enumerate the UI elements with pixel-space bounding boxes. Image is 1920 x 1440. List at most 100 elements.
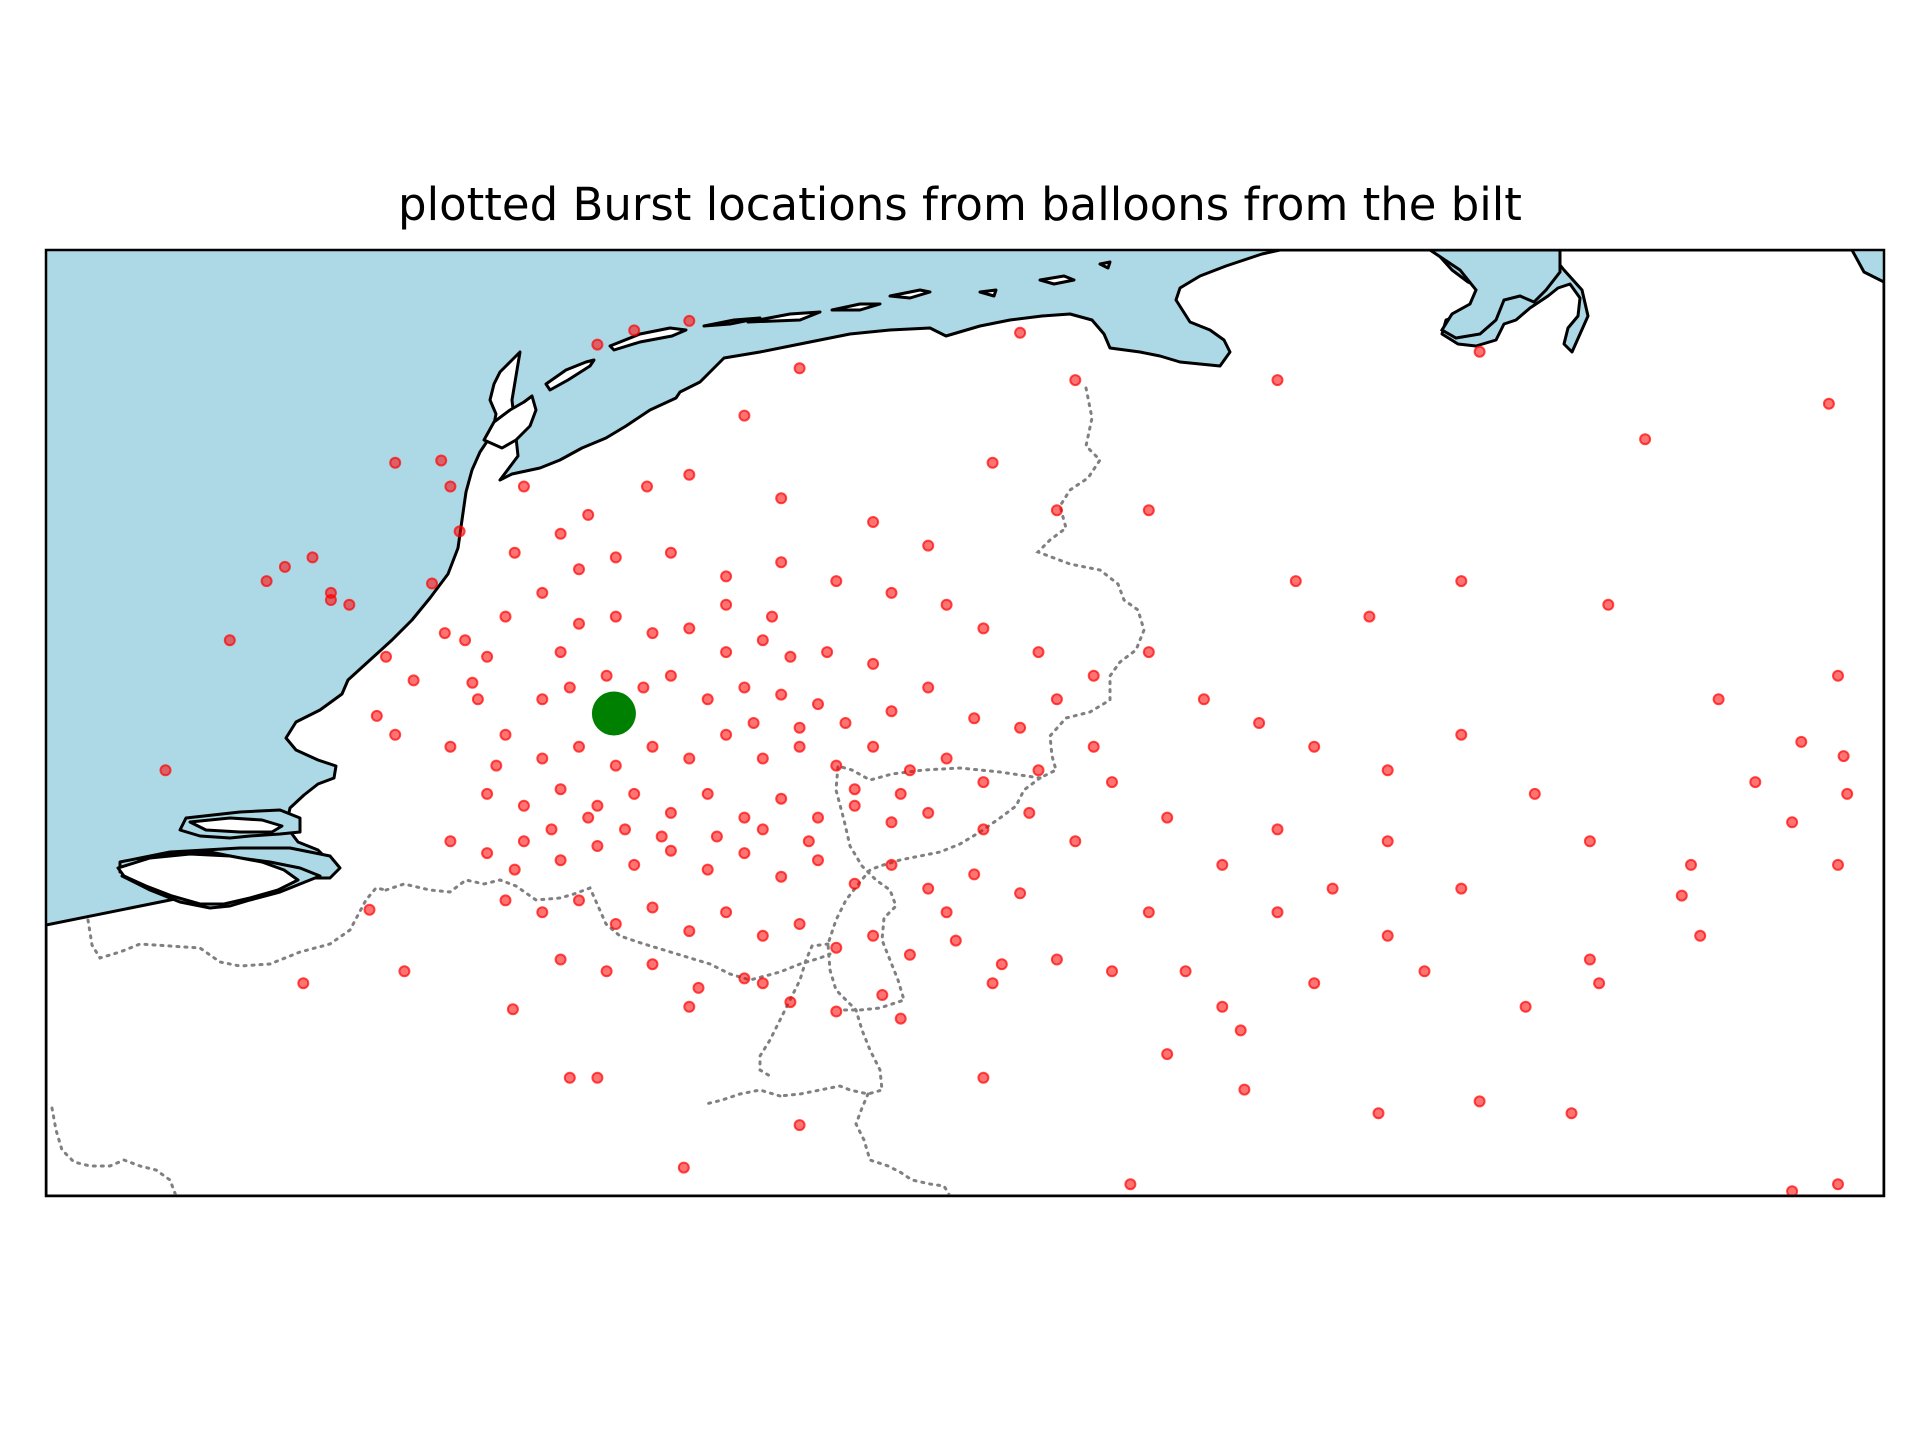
map-title: plotted Burst locations from balloons fr… [398, 178, 1522, 231]
burst-point [1363, 610, 1376, 623]
burst-point [1583, 835, 1596, 848]
burst-point [766, 610, 778, 623]
burst-point [683, 314, 696, 327]
burst-point [894, 1012, 907, 1025]
burst-point [459, 634, 472, 647]
burst-point [1216, 858, 1229, 871]
burst-point [968, 868, 981, 881]
burst-point [466, 676, 479, 689]
burst-point [830, 941, 843, 954]
burst-point [1519, 1000, 1532, 1013]
burst-point [389, 456, 402, 469]
burst-point [664, 844, 677, 857]
burst-point [738, 811, 751, 824]
burst-point [1234, 1024, 1247, 1037]
burst-point [517, 835, 530, 848]
burst-point [756, 634, 769, 647]
burst-point [481, 787, 494, 800]
burst-point [885, 858, 898, 871]
burst-point [922, 681, 935, 694]
burst-point [775, 792, 788, 805]
burst-point [940, 906, 953, 919]
burst-point [1087, 669, 1100, 682]
burst-point [609, 610, 622, 623]
burst-point [830, 575, 843, 588]
burst-point [802, 835, 815, 848]
burst-point [1583, 953, 1596, 966]
burst-point [223, 634, 236, 647]
burst-point [720, 646, 733, 659]
burst-point [922, 806, 935, 819]
burst-point [683, 925, 696, 938]
national-borders [50, 386, 1146, 1196]
burst-point [1271, 823, 1284, 836]
burst-point [738, 972, 751, 985]
burst-point [1308, 977, 1321, 990]
burst-point [977, 1071, 990, 1084]
burst-point [1289, 575, 1302, 588]
burst-point [1694, 929, 1707, 942]
burst-point [343, 598, 356, 611]
burst-point [720, 906, 733, 919]
burst-point [641, 480, 653, 493]
burst-point [1786, 816, 1799, 829]
burst-point [1832, 669, 1844, 682]
burst-point [1473, 1095, 1486, 1108]
burst-point [573, 740, 585, 753]
burst-point [1473, 345, 1486, 358]
burst-point [1014, 721, 1027, 734]
burst-point [1565, 1107, 1578, 1120]
burst-point [977, 776, 990, 789]
burst-point [903, 948, 916, 961]
burst-point [591, 1071, 604, 1084]
burst-point [848, 877, 861, 890]
burst-point [812, 854, 824, 867]
burst-point [793, 1119, 806, 1132]
burst-point [499, 728, 512, 741]
burst-point [1142, 646, 1155, 659]
map-frame [44, 248, 1886, 1198]
burst-point [664, 546, 677, 559]
burst-point [554, 527, 567, 540]
burst-point [1602, 598, 1615, 611]
burst-point [324, 586, 337, 599]
burst-point [1639, 433, 1652, 446]
burst-point [1837, 750, 1850, 763]
burst-point [1050, 693, 1063, 706]
burst-point [619, 823, 631, 836]
burst-point [444, 480, 457, 493]
burst-point [1381, 764, 1394, 777]
burst-point [692, 981, 705, 994]
burst-point [1069, 374, 1082, 387]
burst-point [1455, 882, 1468, 895]
burst-point [784, 996, 797, 1009]
burst-point [1372, 1107, 1385, 1120]
burst-point [968, 712, 981, 725]
burst-point [517, 480, 530, 493]
burst-point [398, 965, 411, 978]
burst-point [435, 454, 448, 467]
burst-point [481, 650, 494, 663]
burst-point [370, 709, 383, 722]
burst-point [867, 929, 880, 942]
burst-point [720, 570, 733, 583]
burst-point [1161, 811, 1174, 824]
burst-point [563, 681, 576, 694]
burst-point [738, 847, 751, 860]
burst-point [506, 1003, 519, 1016]
burst-point [775, 870, 788, 883]
burst-point [664, 669, 677, 682]
burst-point [683, 468, 696, 481]
burst-point [1822, 397, 1835, 410]
burst-point [646, 958, 659, 971]
burst-point [609, 759, 622, 772]
burst-point [536, 752, 549, 765]
burst-point [1381, 835, 1394, 848]
burst-point [628, 787, 641, 800]
burst-point [407, 674, 420, 687]
burst-point [490, 759, 503, 772]
burst-point [508, 863, 521, 876]
burst-point [710, 830, 723, 843]
burst-point [609, 918, 622, 930]
burst-point [867, 740, 880, 753]
